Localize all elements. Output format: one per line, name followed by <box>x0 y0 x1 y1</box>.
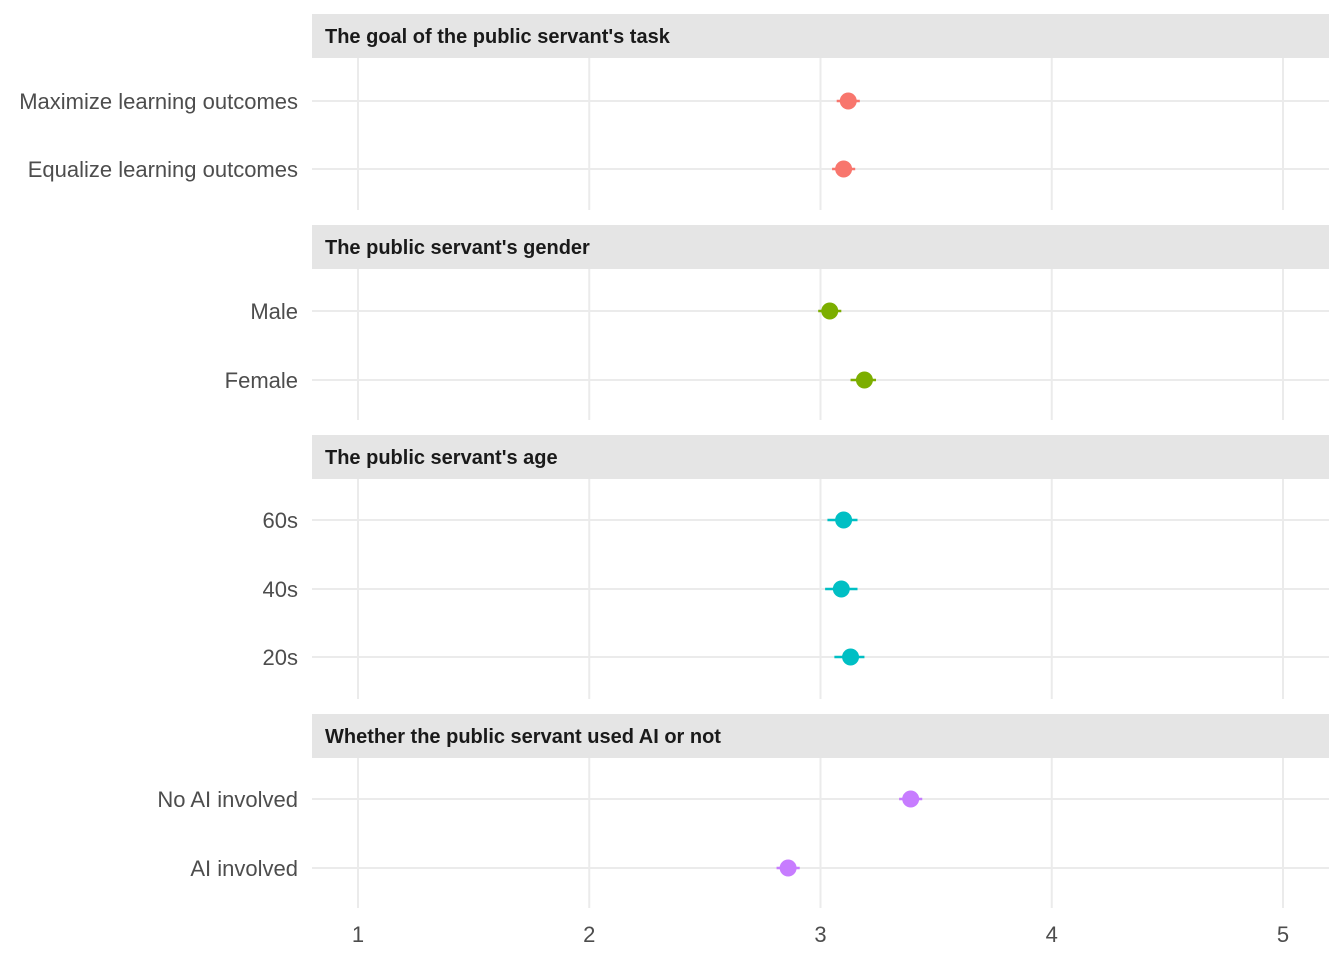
x-tick-label: 2 <box>583 922 595 947</box>
x-tick-label: 1 <box>352 922 364 947</box>
category-label: Female <box>225 368 298 393</box>
estimate-point <box>842 648 860 666</box>
facet-strip <box>312 714 1329 758</box>
category-label: 60s <box>263 508 298 533</box>
category-label: AI involved <box>190 856 298 881</box>
estimate-point <box>835 160 853 178</box>
x-tick-label: 5 <box>1277 922 1289 947</box>
category-label: Male <box>250 299 298 324</box>
facet-title: Whether the public servant used AI or no… <box>325 726 721 748</box>
estimate-point <box>835 511 853 529</box>
facet-strip <box>312 225 1329 269</box>
estimate-point <box>839 92 857 110</box>
estimate-point <box>821 302 839 320</box>
category-label: 40s <box>263 577 298 602</box>
facet-title: The public servant's gender <box>325 237 590 259</box>
facet-panel: The goal of the public servant's task Max… <box>19 14 1329 210</box>
facet-title: The goal of the public servant's task <box>325 26 671 48</box>
facet-panel: The public servant's age 60s 40s 20s <box>263 435 1329 699</box>
facet-panel: The public servant's gender Male Female <box>225 225 1329 420</box>
facet-strip <box>312 14 1329 58</box>
category-label: Equalize learning outcomes <box>28 157 298 182</box>
estimate-point <box>902 790 920 808</box>
category-label: No AI involved <box>157 787 298 812</box>
x-tick-label: 4 <box>1046 922 1058 947</box>
facet-title: The public servant's age <box>325 447 558 469</box>
facet-panel: Whether the public servant used AI or no… <box>157 714 1329 908</box>
category-label: 20s <box>263 645 298 670</box>
estimate-point <box>832 580 850 598</box>
x-tick-label: 3 <box>814 922 826 947</box>
estimate-point <box>855 371 873 389</box>
facet-strip <box>312 435 1329 479</box>
estimate-point <box>779 859 797 877</box>
category-label: Maximize learning outcomes <box>19 89 298 114</box>
